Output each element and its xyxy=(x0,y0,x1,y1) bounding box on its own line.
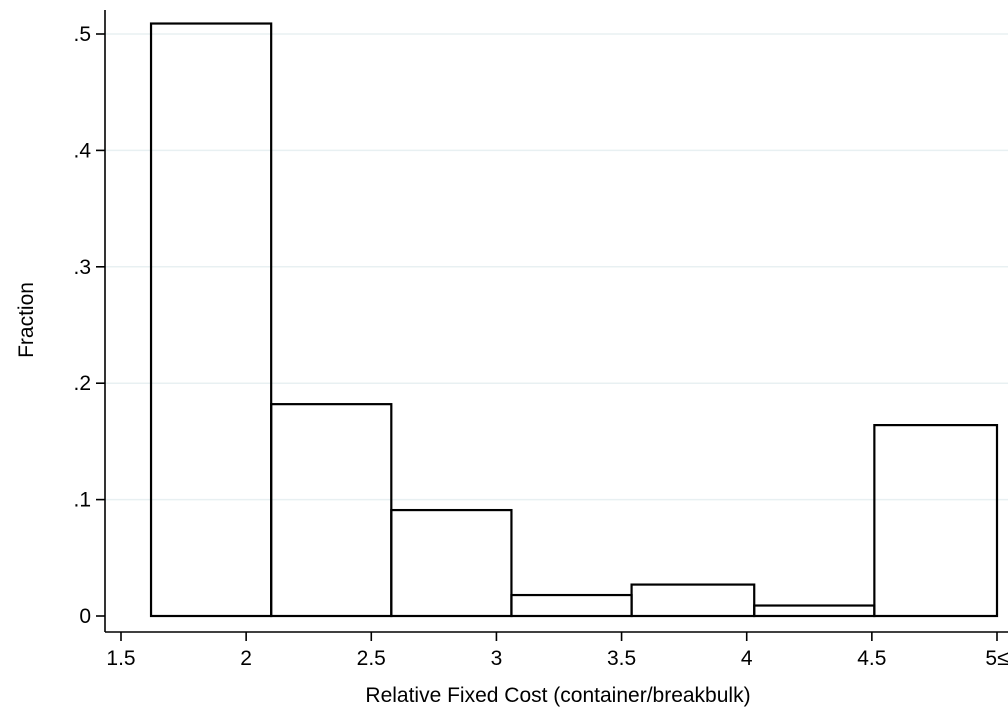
x-axis-ticks: 1.5 2 2.5 3 3.5 4 4.5 5≤ xyxy=(106,632,1008,670)
x-tick-label: 4 xyxy=(741,647,753,670)
histogram-bar xyxy=(390,508,513,618)
y-tick-label: .4 xyxy=(73,139,91,162)
grid-lines xyxy=(105,33,1008,501)
histogram-bar xyxy=(753,604,876,618)
x-axis-title: Relative Fixed Cost (container/breakbulk… xyxy=(365,684,750,707)
histogram-bar xyxy=(149,22,273,618)
x-tick-label: 5≤ xyxy=(985,647,1008,670)
x-tick-label: 4.5 xyxy=(857,647,886,670)
x-tick-label: 2 xyxy=(240,647,252,670)
x-tick-label: 3.5 xyxy=(607,647,636,670)
x-tick-label: 2.5 xyxy=(357,647,386,670)
histogram-bar xyxy=(270,403,393,618)
x-tick-label: 3 xyxy=(491,647,503,670)
x-tick-label: 1.5 xyxy=(106,647,135,670)
y-tick-label: 0 xyxy=(79,605,91,628)
histogram-bar xyxy=(510,593,633,618)
y-axis-ticks: 0 .1 .2 .3 .4 .5 xyxy=(73,23,105,628)
y-tick-label: .2 xyxy=(73,372,91,395)
histogram-bar xyxy=(873,424,999,618)
y-tick-label: .5 xyxy=(73,23,91,46)
y-axis-title: Fraction xyxy=(15,282,38,358)
histogram-bar xyxy=(630,583,756,618)
y-tick-label: .3 xyxy=(73,256,91,279)
y-tick-label: .1 xyxy=(73,489,91,512)
histogram-bars xyxy=(149,22,999,618)
axes xyxy=(104,10,1008,633)
